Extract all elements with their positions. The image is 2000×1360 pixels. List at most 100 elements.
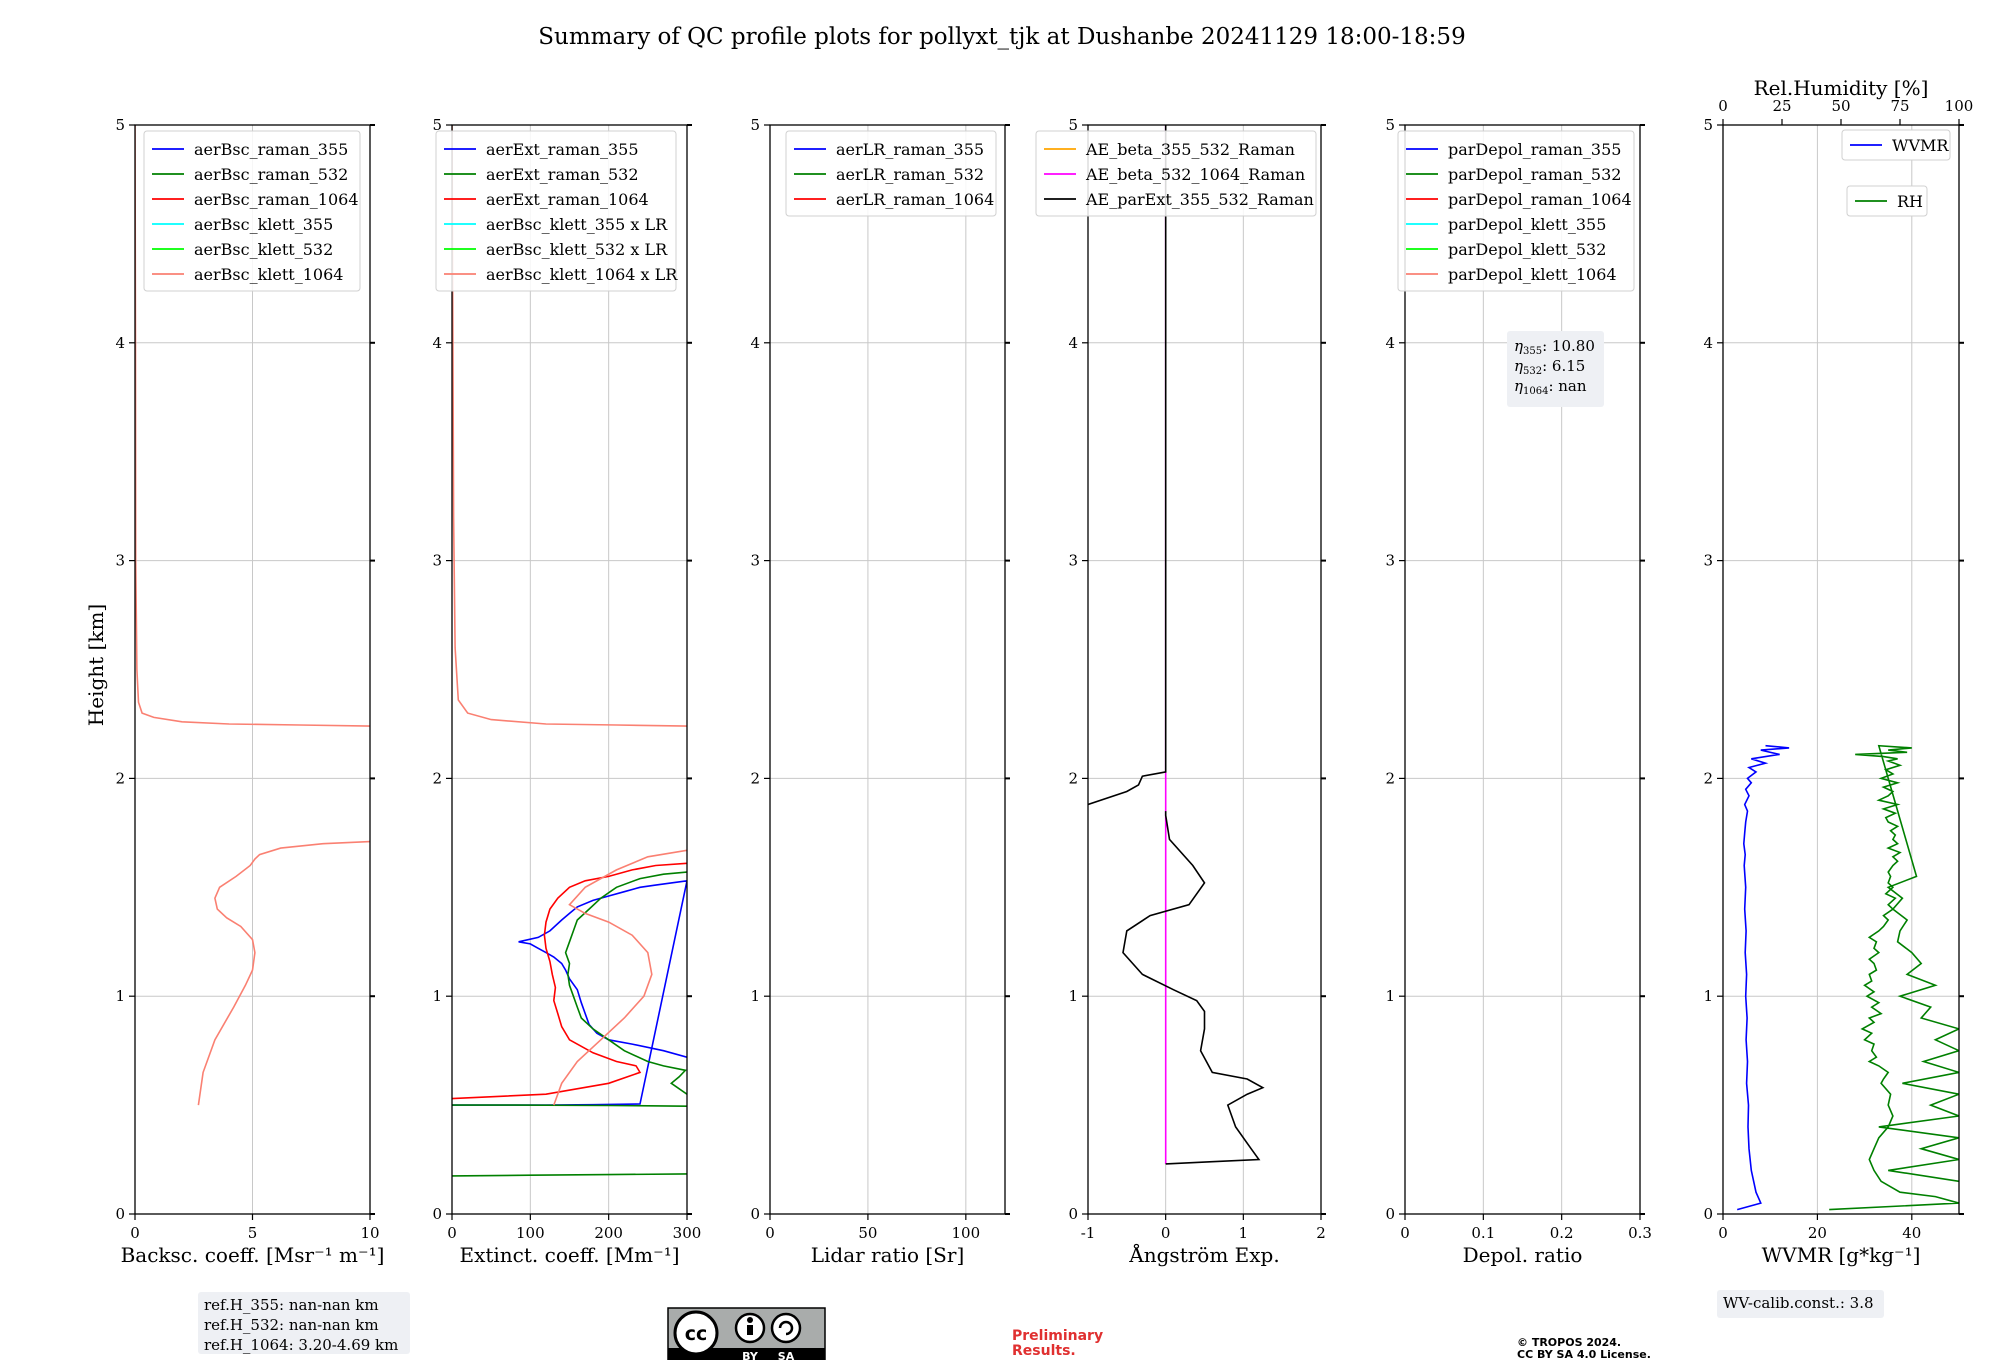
x2-axis-label: Rel.Humidity [%] <box>1754 76 1929 100</box>
x-tick-label: 50 <box>858 1224 877 1242</box>
y-tick-label: 5 <box>1385 116 1395 134</box>
eta-subscript: 355 <box>1523 346 1542 357</box>
legend-label: WVMR <box>1892 136 1949 155</box>
series-line-aerbsc-klett-1064-x-lr <box>553 849 687 1106</box>
legend-box <box>435 130 677 292</box>
info-line: η532: 6.15 <box>1514 357 1585 377</box>
y-tick-label: 3 <box>1385 552 1395 570</box>
legend-label: parDepol_klett_1064 <box>1448 265 1617 284</box>
x-tick-label: 300 <box>673 1224 702 1242</box>
series-line-aerext-raman-355 <box>452 879 687 1106</box>
eta-value: : 6.15 <box>1542 357 1585 375</box>
x-axis-label: Ångström Exp. <box>1128 1242 1279 1267</box>
x-tick-label: 2 <box>1316 1224 1326 1242</box>
x-tick-label: 100 <box>952 1224 981 1242</box>
legend-box <box>1841 129 1951 161</box>
y-tick-label: 2 <box>1068 769 1078 787</box>
x-tick-label: 0 <box>765 1224 775 1242</box>
info-box-bg <box>1507 331 1604 407</box>
plot-area <box>452 125 687 1177</box>
x2-tick-label: 100 <box>1945 97 1974 115</box>
legend-label: aerBsc_klett_532 <box>194 240 333 259</box>
series-line-aerext-raman-1064 <box>452 862 687 1100</box>
legend-label: aerExt_raman_532 <box>486 165 639 184</box>
y-tick-label: 0 <box>432 1205 442 1223</box>
legend-label: aerBsc_raman_1064 <box>194 190 359 209</box>
eta-value: : nan <box>1548 377 1586 395</box>
legend-label: aerLR_raman_1064 <box>836 190 994 209</box>
axes-frame <box>1087 124 1322 1215</box>
legend-label: AE_parExt_355_532_Raman <box>1085 190 1314 209</box>
legend-label: aerExt_raman_1064 <box>486 190 649 209</box>
y-tick-label: 0 <box>1068 1205 1078 1223</box>
y-tick-label: 3 <box>1068 552 1078 570</box>
series-line-aerext-raman-532 <box>452 1173 687 1177</box>
y-tick-label: 2 <box>1703 769 1713 787</box>
y-tick-label: 0 <box>115 1205 125 1223</box>
eta-subscript: 1064 <box>1523 386 1548 397</box>
y-tick-label: 4 <box>1068 334 1078 352</box>
panel-3: 0 50 100 0 1 2 3 4 5 Lidar ratio [Sr] aerLR_raman_… <box>750 116 1010 1267</box>
y-tick-label: 5 <box>750 116 760 134</box>
legend-label: RH <box>1897 192 1923 211</box>
legend-label: aerBsc_klett_1064 x LR <box>486 265 678 284</box>
legend: aerLR_raman_355 aerLR_raman_532 aerLR_rama… <box>785 130 997 217</box>
sa-arrow-icon <box>778 1320 794 1336</box>
y-tick-label: 5 <box>432 116 442 134</box>
legend: parDepol_raman_355 parDepol_raman_532 parD… <box>1397 130 1635 292</box>
info-box: ref.H_355: nan-nan km ref.H_532: nan-nan … <box>198 1292 410 1354</box>
x2-tick-label: 0 <box>1718 97 1728 115</box>
legend-label: AE_beta_355_532_Raman <box>1085 140 1295 159</box>
legend-label: aerBsc_klett_355 <box>194 215 333 234</box>
series-line-ae-parext-355-532-raman <box>1122 811 1265 1165</box>
info-line: ref.H_355: nan-nan km <box>204 1296 379 1314</box>
cc-logo-text: cc <box>685 1323 708 1345</box>
by-person-body <box>747 1325 753 1335</box>
y-tick-label: 1 <box>432 987 442 1005</box>
legend-box <box>1397 130 1635 292</box>
y-tick-label: 1 <box>1068 987 1078 1005</box>
series-line-rh <box>1829 744 1959 1211</box>
axes-frame <box>451 124 688 1215</box>
axes-frame <box>1404 124 1641 1215</box>
legend: AE_beta_355_532_Raman AE_beta_532_1064_Ra… <box>1035 130 1317 217</box>
eta-symbol: η <box>1514 357 1523 375</box>
x-tick-label: 0 <box>130 1224 140 1242</box>
x-axis-label: Backsc. coeff. [Msr⁻¹ m⁻¹] <box>121 1243 385 1267</box>
y-tick-label: 4 <box>1703 334 1713 352</box>
axes-frame <box>769 124 1006 1215</box>
y-tick-label: 3 <box>1703 552 1713 570</box>
y-tick-label: 4 <box>432 334 442 352</box>
legend-label: parDepol_klett_532 <box>1448 240 1606 259</box>
y-tick-label: 2 <box>1385 769 1395 787</box>
y-tick-label: 2 <box>432 769 442 787</box>
y-tick-label: 3 <box>115 552 125 570</box>
y-tick-label: 3 <box>432 552 442 570</box>
legend: aerExt_raman_355 aerExt_raman_532 aerExt_r… <box>435 130 678 292</box>
legend-label: aerBsc_raman_355 <box>194 140 348 159</box>
y-tick-label: 1 <box>750 987 760 1005</box>
x-tick-label: 5 <box>248 1224 258 1242</box>
x-tick-label: 0 <box>1718 1224 1728 1242</box>
info-box: WV-calib.const.: 3.8 <box>1717 1290 1884 1318</box>
copyright-line: CC BY SA 4.0 License. <box>1517 1348 1651 1360</box>
sa-label: SA <box>778 1350 795 1360</box>
x-tick-label: 10 <box>360 1224 379 1242</box>
series-line-ae-parext-355-532-raman <box>1088 125 1167 806</box>
eta-symbol: η <box>1514 337 1523 355</box>
x-tick-label: 0.3 <box>1628 1224 1652 1242</box>
x2-tick-label: 75 <box>1890 97 1909 115</box>
eta-subscript: 532 <box>1523 366 1542 377</box>
y-tick-label: 4 <box>115 334 125 352</box>
cc-license-badge[interactable]: cc BY SA <box>667 1307 826 1360</box>
legend-label: parDepol_raman_1064 <box>1448 190 1632 209</box>
x-axis-label: Extinct. coeff. [Mm⁻¹] <box>459 1243 679 1267</box>
x-tick-label: 0 <box>1161 1224 1171 1242</box>
series-line-aerbsc-klett-1064-x-lr <box>452 125 687 727</box>
plot-area <box>1088 125 1265 1165</box>
legend-box <box>1035 130 1317 217</box>
by-label: BY <box>742 1350 759 1360</box>
sa-share-icon <box>770 1312 802 1344</box>
